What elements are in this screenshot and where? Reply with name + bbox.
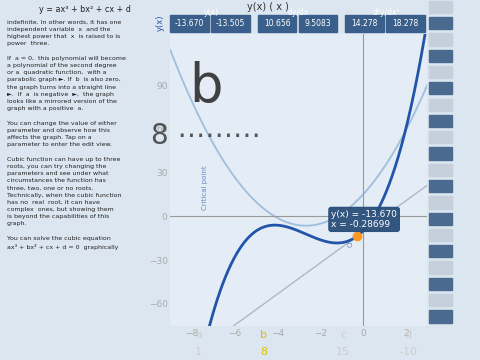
Text: 9.5083: 9.5083 xyxy=(305,19,331,28)
Text: c: c xyxy=(340,330,346,340)
FancyBboxPatch shape xyxy=(170,15,209,32)
Text: y = ax³ + bx² + cx + d: y = ax³ + bx² + cx + d xyxy=(39,5,131,14)
Text: 8 ⋯⋯⋯: 8 ⋯⋯⋯ xyxy=(152,122,261,150)
Bar xyxy=(429,148,452,159)
Bar xyxy=(429,261,452,274)
Bar xyxy=(429,17,452,29)
Text: indefinite. In other words, it has one
independent variable  x  and the
highest : indefinite. In other words, it has one i… xyxy=(7,20,126,249)
Text: -13.505: -13.505 xyxy=(216,19,245,28)
Bar xyxy=(429,82,452,94)
Bar xyxy=(429,1,452,13)
Text: Root: Root xyxy=(378,211,396,230)
Bar xyxy=(429,66,452,78)
Text: b: b xyxy=(260,330,267,340)
Text: d²y/dx²: d²y/dx² xyxy=(372,9,400,18)
Text: -10: -10 xyxy=(399,347,417,357)
Text: Critical point: Critical point xyxy=(203,166,208,210)
Text: y(x): y(x) xyxy=(156,15,165,31)
Text: Cr: Cr xyxy=(348,239,354,247)
Text: y(x): y(x) xyxy=(204,9,219,18)
Bar xyxy=(429,245,452,257)
Bar xyxy=(429,229,452,241)
Bar xyxy=(429,196,452,208)
Bar xyxy=(429,294,452,306)
Text: y(x) ( x ): y(x) ( x ) xyxy=(247,2,289,12)
Text: 10.656: 10.656 xyxy=(264,19,290,28)
Bar xyxy=(429,180,452,192)
FancyBboxPatch shape xyxy=(212,15,250,32)
Text: 14.278: 14.278 xyxy=(351,19,378,28)
Text: 18.278: 18.278 xyxy=(392,19,419,28)
Bar xyxy=(429,278,452,290)
Bar xyxy=(429,213,452,225)
Text: y(x) = -13.670
x = -0.28699: y(x) = -13.670 x = -0.28699 xyxy=(331,210,397,229)
Text: d: d xyxy=(405,330,412,340)
Bar xyxy=(429,164,452,176)
Text: 15: 15 xyxy=(336,347,350,357)
Text: -13.670: -13.670 xyxy=(175,19,204,28)
FancyBboxPatch shape xyxy=(258,15,296,32)
Bar xyxy=(429,99,452,111)
Text: a: a xyxy=(195,330,202,340)
Bar xyxy=(429,33,452,46)
Bar xyxy=(429,310,452,323)
Text: b: b xyxy=(190,61,223,113)
Text: 8: 8 xyxy=(260,347,267,357)
FancyBboxPatch shape xyxy=(345,15,384,32)
Text: dy/dx: dy/dx xyxy=(288,9,310,18)
Bar xyxy=(429,115,452,127)
FancyBboxPatch shape xyxy=(386,15,425,32)
Bar xyxy=(429,50,452,62)
Bar xyxy=(429,131,452,143)
Text: 1: 1 xyxy=(195,347,202,357)
FancyBboxPatch shape xyxy=(299,15,337,32)
